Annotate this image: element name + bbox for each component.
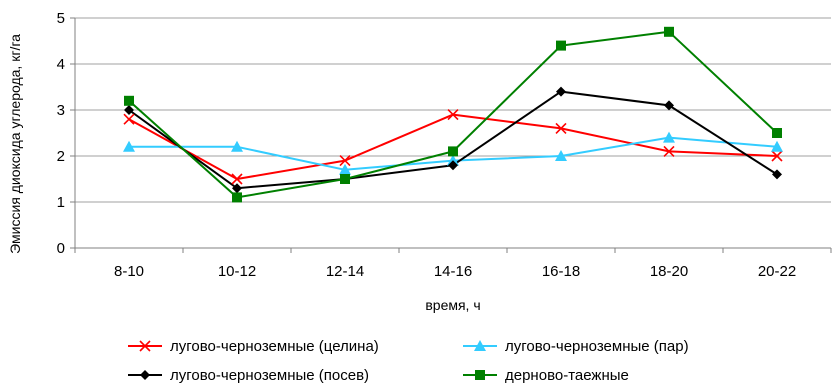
series-2-point [123, 140, 135, 152]
legend-marker [140, 370, 150, 380]
y-tick-label: 2 [57, 148, 65, 165]
x-tick-label: 8-10 [114, 263, 144, 280]
series-3-point [232, 183, 242, 194]
series-3-point [448, 160, 458, 171]
y-tick-label: 5 [57, 10, 65, 27]
series-4-point [124, 95, 134, 106]
legend-marker [139, 340, 151, 352]
y-tick-labels: 0 1 2 3 4 5 [57, 10, 65, 257]
series-2-point [339, 163, 351, 175]
legend-label: лугово-черноземные (целина) [170, 338, 379, 355]
series-1-point [231, 173, 243, 185]
series-2-point [771, 140, 783, 152]
x-tick-label: 16-18 [542, 263, 580, 280]
x-tick-label: 10-12 [218, 263, 256, 280]
series-3-point [664, 100, 674, 111]
x-tick-label: 14-16 [434, 263, 472, 280]
series-1-point [123, 113, 135, 125]
legend-item: дерново-таежные [463, 367, 629, 384]
gridlines [75, 17, 831, 203]
x-tick-label: 12-14 [326, 263, 364, 280]
series-1-point [555, 122, 567, 134]
x-axis-title: время, ч [425, 297, 480, 313]
series-2-point [555, 150, 567, 161]
y-tick-label: 0 [57, 240, 65, 257]
legend-item: лугово-черноземные (целина) [128, 338, 379, 355]
series-1-point [771, 150, 783, 162]
series-3-point [556, 86, 566, 97]
legend-item: лугово-черноземные (посев) [128, 367, 369, 384]
y-axis-title: Эмиссия диоксида углерода, кг/га [7, 34, 23, 254]
x-tick-label: 20-22 [758, 263, 796, 280]
series-2-point [231, 140, 243, 152]
series-4-point [232, 192, 242, 203]
series-4-point [340, 174, 350, 184]
legend-marker [474, 340, 486, 351]
x-tick-label: 18-20 [650, 263, 688, 280]
legend-item: лугово-черноземные (пар) [463, 338, 689, 355]
series-1-point [663, 145, 675, 157]
legend: лугово-черноземные (целина) лугово-черноз… [128, 338, 689, 384]
series-2-point [447, 154, 459, 166]
series-4-point [448, 146, 458, 157]
y-tick-label: 1 [57, 194, 65, 211]
series-4-point [556, 40, 566, 51]
y-tick-label: 4 [57, 56, 65, 73]
series-3-point [772, 169, 782, 180]
legend-marker [475, 370, 485, 380]
series-3-point [124, 105, 134, 115]
y-tick-label: 3 [57, 102, 65, 119]
series-4-point [664, 26, 674, 37]
legend-label: лугово-черноземные (пар) [505, 338, 689, 355]
axes [70, 17, 832, 253]
series-1-point [339, 155, 351, 167]
series-1-point [447, 109, 459, 121]
legend-label: лугово-черноземные (посев) [170, 367, 369, 384]
series-markers [123, 26, 783, 203]
series-4-point [772, 128, 782, 138]
legend-label: дерново-таежные [505, 367, 629, 384]
x-tick-labels: 8-10 10-12 12-14 14-16 16-18 18-20 20-22 [114, 263, 796, 280]
series-2-point [663, 131, 675, 143]
